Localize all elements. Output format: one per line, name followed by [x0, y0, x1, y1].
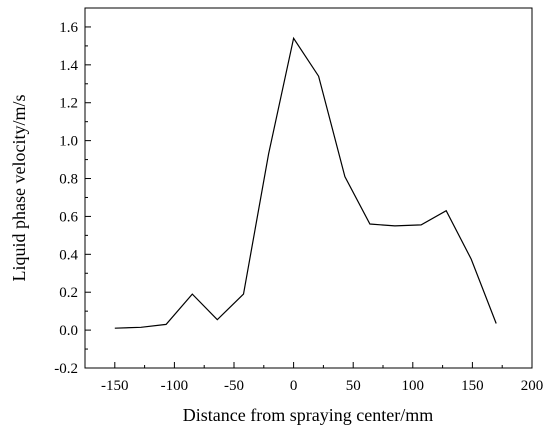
y-tick-label: 1.6 [59, 20, 78, 36]
minor-ticks [85, 45, 503, 368]
plot-frame [84, 7, 533, 369]
y-tick-label: 0.2 [59, 285, 78, 301]
x-tick-label: 100 [402, 378, 425, 394]
x-tick-label: -150 [101, 378, 129, 394]
x-tick-label: 200 [521, 378, 544, 394]
y-tick-label: 0.0 [59, 323, 78, 339]
y-axis: -0.2 0.0 0.2 0.4 0.6 0.8 1.0 1.2 1.4 1.6 [54, 20, 91, 377]
y-tick-label: 1.2 [59, 96, 78, 112]
x-axis-label: Distance from spraying center/mm [183, 405, 433, 425]
x-tick-label: -50 [224, 378, 244, 394]
data-line [114, 36, 497, 329]
x-axis: -150 -100 -50 0 50 100 150 200 [101, 362, 543, 394]
y-tick-label: 1.0 [59, 134, 78, 150]
y-tick-label: 0.4 [59, 247, 78, 263]
x-tick-label: 0 [290, 378, 298, 394]
y-tick-label: 1.4 [59, 58, 78, 74]
x-tick-label: 150 [461, 378, 484, 394]
y-axis-label: Liquid phase velocity/m/s [9, 95, 29, 282]
x-tick-label: 50 [346, 378, 361, 394]
x-tick-label: -100 [161, 378, 189, 394]
y-tick-label: 0.6 [59, 209, 78, 225]
y-tick-label: -0.2 [54, 361, 78, 377]
y-tick-label: 0.8 [59, 172, 78, 188]
